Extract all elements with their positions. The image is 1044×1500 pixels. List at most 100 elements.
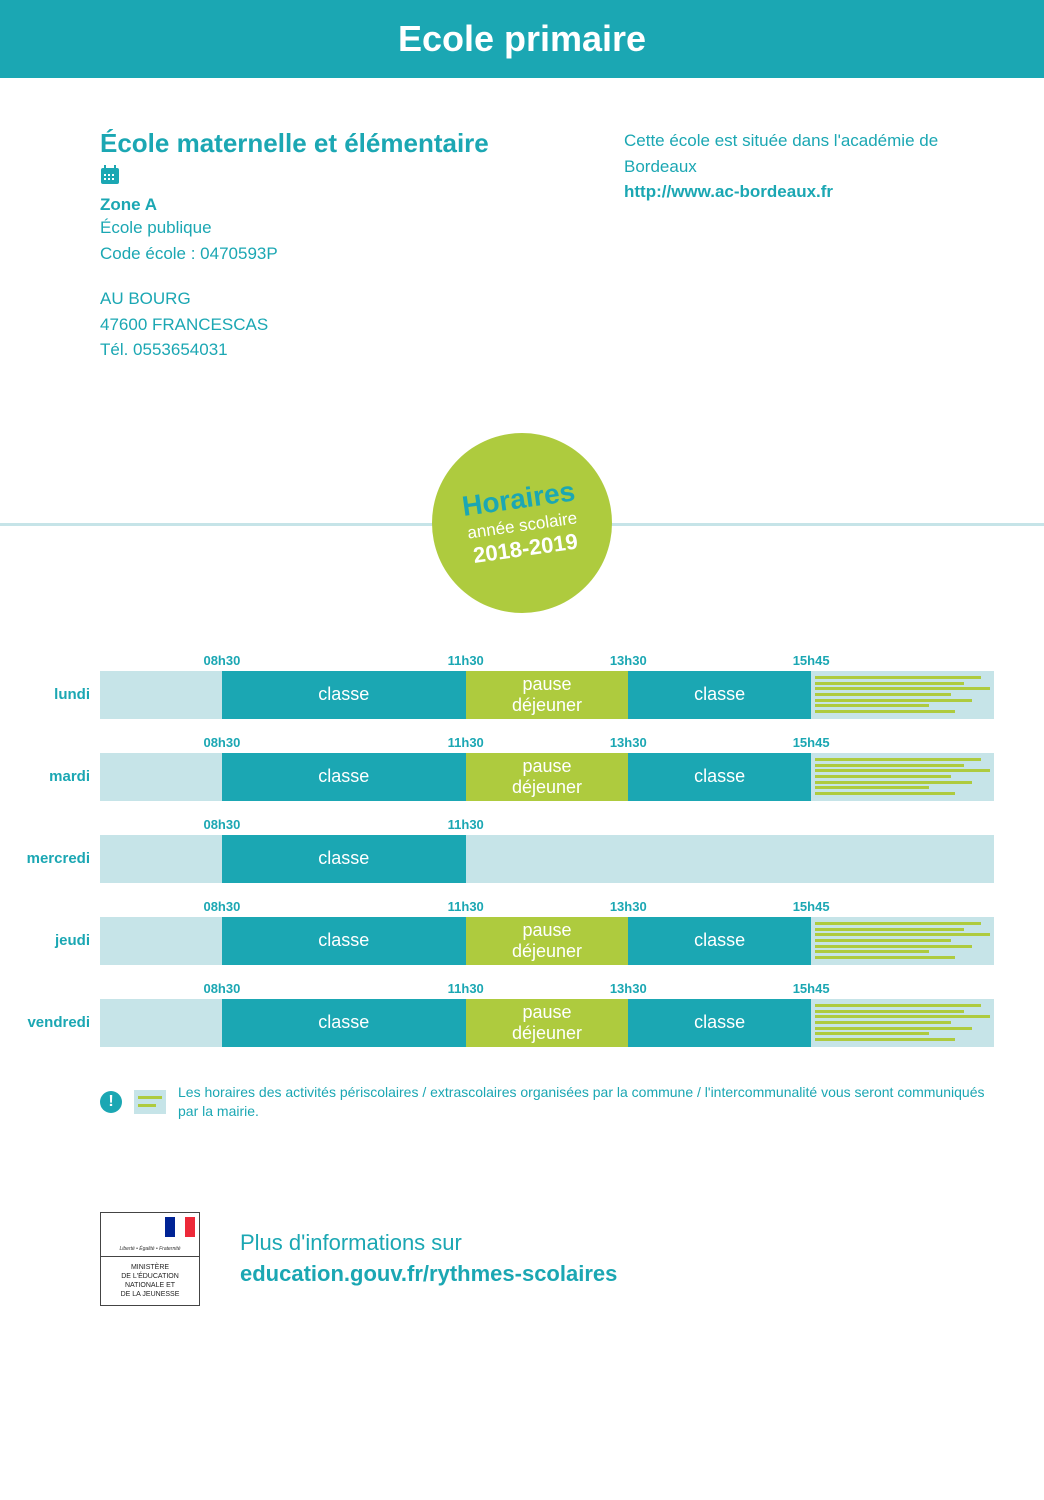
day-row: mercredi 08h30 11h30 classe: [20, 817, 994, 883]
time-label: 15h45: [793, 899, 830, 914]
time-label: 15h45: [793, 981, 830, 996]
segment-classe: classe: [222, 999, 466, 1047]
timeline: 08h30 11h30 13h30 15h45 classepausedéjeunerc…: [100, 735, 994, 801]
segment-pause: pausedéjeuner: [466, 671, 629, 719]
segment-activities: [811, 917, 994, 965]
segment-pause: pausedéjeuner: [466, 917, 629, 965]
academie-info: Cette école est située dans l'académie d…: [624, 128, 964, 363]
year-badge: Horaires année scolaire 2018-2019: [432, 433, 612, 613]
school-type: École publique: [100, 215, 624, 241]
footnote-text: Les horaires des activités périscolaires…: [178, 1083, 994, 1122]
segment-classe: classe: [628, 917, 811, 965]
time-label: 13h30: [610, 899, 647, 914]
year-badge-section: Horaires année scolaire 2018-2019: [0, 423, 1044, 623]
academie-link[interactable]: http://www.ac-bordeaux.fr: [624, 179, 964, 205]
segment-classe: classe: [628, 753, 811, 801]
timeline: 08h30 11h30 13h30 15h45 classepausedéjeunerc…: [100, 899, 994, 965]
ministry-logo: Liberté • Égalité • Fraternité MINISTÈRE…: [100, 1212, 200, 1306]
day-row: mardi 08h30 11h30 13h30 15h45 classepausedéje…: [20, 735, 994, 801]
time-label: 15h45: [793, 653, 830, 668]
time-label: 08h30: [203, 653, 240, 668]
time-label: 08h30: [203, 981, 240, 996]
time-label: 13h30: [610, 981, 647, 996]
day-bar: classepausedéjeunerclasse: [100, 753, 994, 801]
segment-pre: [100, 999, 222, 1047]
time-label: 11h30: [448, 735, 484, 750]
day-bar: classe: [100, 835, 994, 883]
logo-motto: Liberté • Égalité • Fraternité: [101, 1246, 199, 1252]
french-flag-icon: [165, 1217, 195, 1237]
address-line1: AU BOURG: [100, 286, 624, 312]
segment-pause: pausedéjeuner: [466, 753, 629, 801]
time-label: 11h30: [448, 653, 484, 668]
segment-pre: [100, 753, 222, 801]
ministry-text: MINISTÈREDE L'ÉDUCATIONNATIONALE ETDE LA…: [101, 1257, 199, 1305]
schedule: lundi08h3011h3013h3015h45classepausedéje…: [0, 623, 1044, 1073]
time-labels: 08h30 11h30 13h30 15h45: [100, 653, 994, 671]
alert-icon: !: [100, 1091, 122, 1113]
day-label: lundi: [20, 653, 100, 719]
segment-pre: [466, 835, 994, 883]
segment-classe: classe: [222, 753, 466, 801]
day-row: jeudi 08h30 11h30 13h30 15h45 classepausedéje…: [20, 899, 994, 965]
segment-classe: classe: [628, 999, 811, 1047]
segment-pause: pausedéjeuner: [466, 999, 629, 1047]
address-line2: 47600 FRANCESCAS: [100, 312, 624, 338]
day-label: jeudi: [20, 899, 100, 965]
tel: Tél. 0553654031: [100, 337, 624, 363]
calendar-icon: [100, 165, 624, 191]
time-labels: 08h30 11h30 13h30 15h45: [100, 899, 994, 917]
segment-activities: [811, 999, 994, 1047]
zone-label: Zone A: [100, 195, 624, 215]
time-label: 08h30: [203, 899, 240, 914]
activity-lines-icon: [815, 675, 990, 715]
segment-classe: classe: [222, 835, 466, 883]
day-label: vendredi: [20, 981, 100, 1047]
timeline: 08h30 11h30 classe: [100, 817, 994, 883]
activity-lines-icon: [815, 1003, 990, 1043]
segment-pre: [100, 835, 222, 883]
activity-lines-icon: [815, 757, 990, 797]
segment-classe: classe: [222, 671, 466, 719]
timeline: 08h30 11h30 13h30 15h45 classepausedéjeunerc…: [100, 653, 994, 719]
day-bar: classepausedéjeunerclasse: [100, 999, 994, 1047]
time-label: 13h30: [610, 653, 647, 668]
day-row: lundi 08h30 11h30 13h30 15h45 classepausedéje…: [20, 653, 994, 719]
timeline: 08h30 11h30 13h30 15h45 classepausedéjeunerc…: [100, 981, 994, 1047]
time-label: 15h45: [793, 735, 830, 750]
day-bar: classepausedéjeunerclasse: [100, 671, 994, 719]
segment-classe: classe: [222, 917, 466, 965]
time-labels: 08h30 11h30 13h30 15h45: [100, 735, 994, 753]
day-label: mercredi: [20, 817, 100, 883]
time-label: 08h30: [203, 735, 240, 750]
day-bar: classepausedéjeunerclasse: [100, 917, 994, 965]
time-label: 13h30: [610, 735, 647, 750]
footer: Liberté • Égalité • Fraternité MINISTÈRE…: [0, 1132, 1044, 1346]
school-info: École maternelle et élémentaire Zone A É…: [100, 128, 624, 363]
time-labels: 08h30 11h30: [100, 817, 994, 835]
time-label: 08h30: [203, 817, 240, 832]
address-block: AU BOURG 47600 FRANCESCAS Tél. 055365403…: [100, 286, 624, 363]
more-info-link[interactable]: education.gouv.fr/rythmes-scolaires: [240, 1259, 617, 1290]
segment-pre: [100, 917, 222, 965]
school-code: Code école : 0470593P: [100, 241, 624, 267]
footer-info: Plus d'informations sur education.gouv.f…: [240, 1228, 617, 1290]
segment-classe: classe: [628, 671, 811, 719]
segment-pre: [100, 671, 222, 719]
time-label: 11h30: [448, 899, 484, 914]
page-header: Ecole primaire: [0, 0, 1044, 78]
activity-lines-icon: [815, 921, 990, 961]
time-labels: 08h30 11h30 13h30 15h45: [100, 981, 994, 999]
school-title: École maternelle et élémentaire: [100, 128, 624, 159]
day-row: vendredi 08h30 11h30 13h30 15h45 classepaused…: [20, 981, 994, 1047]
segment-activities: [811, 671, 994, 719]
info-section: École maternelle et élémentaire Zone A É…: [0, 78, 1044, 393]
segment-activities: [811, 753, 994, 801]
more-info-label: Plus d'informations sur: [240, 1228, 617, 1259]
activity-swatch-icon: [134, 1090, 166, 1114]
time-label: 11h30: [448, 817, 484, 832]
footnote: ! Les horaires des activités périscolair…: [0, 1073, 1044, 1132]
day-label: mardi: [20, 735, 100, 801]
academie-text: Cette école est située dans l'académie d…: [624, 128, 964, 179]
time-label: 11h30: [448, 981, 484, 996]
